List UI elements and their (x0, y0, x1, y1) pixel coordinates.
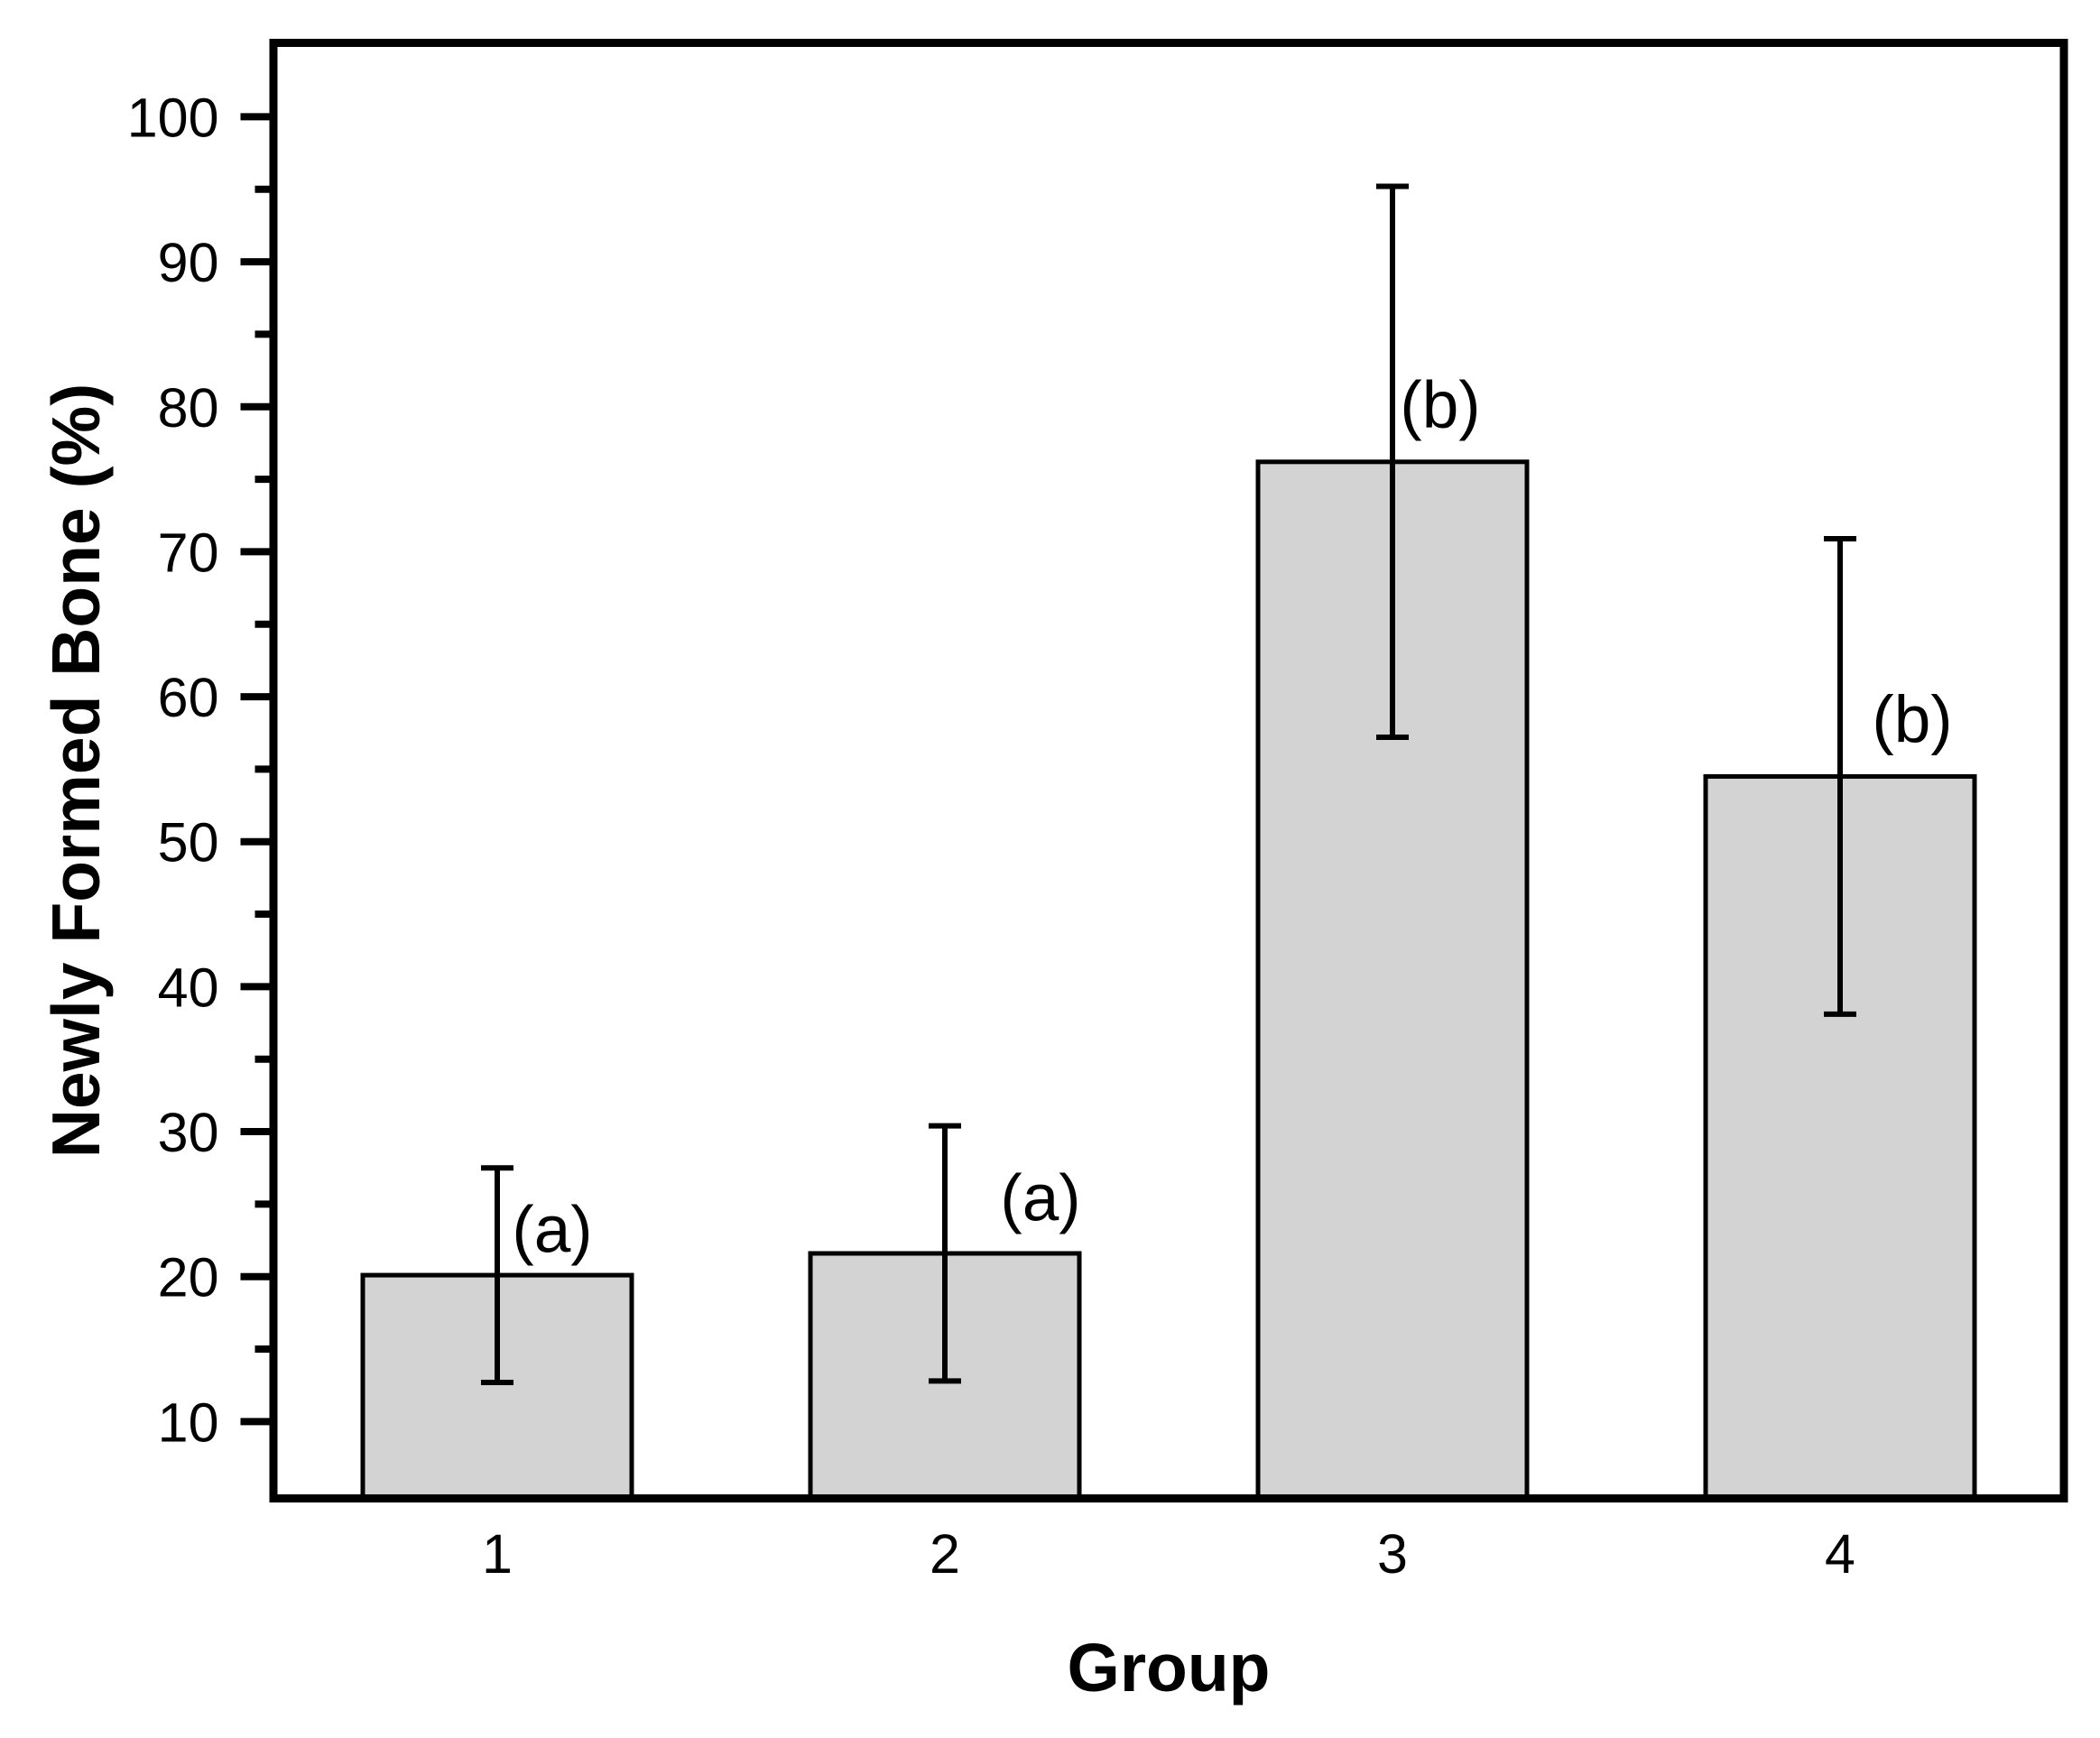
y-tick-label-30: 30 (158, 1102, 219, 1163)
plot-area: 10 20 30 40 50 60 70 80 90 100 (a) 1 (a) 2 (b) 3 (b) 4 (127, 39, 2068, 1585)
y-tick-label-100: 100 (127, 87, 219, 148)
significance-label-group-4: (b) (1872, 683, 1952, 756)
y-tick-label-10: 10 (158, 1391, 219, 1453)
y-tick-label-60: 60 (158, 667, 219, 728)
x-axis-title: Group (1068, 1630, 1271, 1706)
y-tick-label-50: 50 (158, 812, 219, 874)
x-tick-label-1: 1 (482, 1523, 513, 1585)
x-tick-label-4: 4 (1825, 1523, 1855, 1585)
significance-label-group-3: (b) (1400, 369, 1480, 442)
y-tick-label-80: 80 (158, 377, 219, 439)
x-tick-label-3: 3 (1377, 1523, 1408, 1585)
significance-label-group-1: (a) (512, 1194, 592, 1267)
y-tick-label-70: 70 (158, 522, 219, 583)
significance-label-group-2: (a) (1000, 1161, 1080, 1234)
y-tick-label-20: 20 (158, 1247, 219, 1308)
plot-frame (269, 39, 2068, 1502)
x-tick-label-2: 2 (930, 1523, 960, 1585)
y-tick-label-90: 90 (158, 232, 219, 293)
y-axis-title: Newly Formed Bone (%) (38, 384, 114, 1158)
y-tick-label-40: 40 (158, 957, 219, 1018)
